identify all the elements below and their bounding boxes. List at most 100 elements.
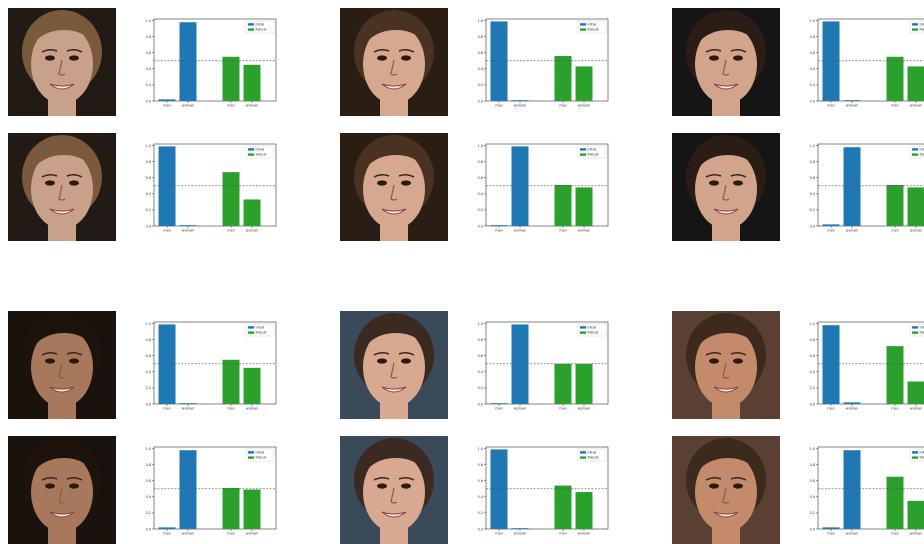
initial-bar xyxy=(822,21,840,101)
axes-frame xyxy=(817,18,924,102)
legend-swatch-robust xyxy=(580,28,586,31)
initial-bar xyxy=(179,450,197,529)
y-tick-label: 0.4 xyxy=(146,67,151,71)
y-tick-label: 0.4 xyxy=(146,192,151,196)
face-image xyxy=(340,311,448,419)
legend: Initial Robust xyxy=(577,323,607,337)
legend-swatch-initial xyxy=(912,326,918,329)
y-tick-label: 0.0 xyxy=(810,99,815,103)
y-tick-label: 0.8 xyxy=(478,338,483,342)
x-tick-label: woman xyxy=(846,407,858,411)
x-tick-label: woman xyxy=(578,532,590,536)
x-tick-label: woman xyxy=(246,407,258,411)
prediction-bar-chart: 0.0 0.2 0.4 0.6 0.8 1.0 man woman man woman Initia… xyxy=(140,318,290,414)
legend-swatch-robust xyxy=(912,331,918,334)
x-tick-label: man xyxy=(891,407,899,411)
legend: Initial Robust xyxy=(909,323,924,337)
face-photo-icon xyxy=(672,436,780,544)
robust-bar xyxy=(243,199,261,226)
legend-label-robust: Robust xyxy=(920,331,924,335)
legend-label-initial: Initial xyxy=(920,22,924,26)
robust-bar xyxy=(886,346,904,404)
x-tick-label: man xyxy=(559,532,567,536)
initial-bar xyxy=(843,147,861,226)
y-tick-label: 0.2 xyxy=(478,511,483,515)
y-tick-label: 0.6 xyxy=(478,176,483,180)
face-photo-icon xyxy=(340,8,448,116)
initial-bar xyxy=(158,99,176,101)
prediction-bar-chart: 0.0 0.2 0.4 0.6 0.8 1.0 man woman man woman Initia… xyxy=(804,443,924,539)
legend-swatch-robust xyxy=(248,153,254,156)
x-tick-label: man xyxy=(163,104,171,108)
face-photo-icon xyxy=(8,311,116,419)
bar-chart-svg: 0.0 0.2 0.4 0.6 0.8 1.0 man woman man woman Initia… xyxy=(478,18,609,108)
x-tick-label: woman xyxy=(514,104,526,108)
legend-label-robust: Robust xyxy=(256,153,268,157)
y-tick-label: 0.6 xyxy=(478,51,483,55)
y-tick-label: 0.8 xyxy=(478,463,483,467)
y-tick-label: 0.4 xyxy=(810,495,815,499)
legend-swatch-initial xyxy=(580,23,586,26)
x-tick-label: man xyxy=(495,229,503,233)
face-photo-icon xyxy=(8,8,116,116)
face-image xyxy=(340,436,448,544)
face-image xyxy=(8,436,116,544)
robust-bar xyxy=(554,485,572,529)
legend: Initial Robust xyxy=(245,145,275,159)
robust-bar xyxy=(243,64,261,101)
initial-bar xyxy=(822,527,840,529)
y-tick-label: 0.8 xyxy=(810,35,815,39)
initial-bar xyxy=(511,146,529,226)
y-tick-label: 0.2 xyxy=(478,208,483,212)
y-tick-label: 0.8 xyxy=(810,463,815,467)
x-tick-label: man xyxy=(827,407,835,411)
y-tick-label: 0.6 xyxy=(146,51,151,55)
axes-frame xyxy=(817,143,924,227)
prediction-bar-chart: 0.0 0.2 0.4 0.6 0.8 1.0 man woman man woman Initia… xyxy=(804,15,924,111)
robust-bar xyxy=(886,185,904,226)
legend-label-robust: Robust xyxy=(920,28,924,32)
legend-label-initial: Initial xyxy=(256,325,265,329)
legend-swatch-initial xyxy=(580,451,586,454)
legend: Initial Robust xyxy=(577,145,607,159)
face-image xyxy=(340,133,448,241)
legend-swatch-robust xyxy=(248,28,254,31)
bar-chart-svg: 0.0 0.2 0.4 0.6 0.8 1.0 man woman man woman Initia… xyxy=(478,321,609,411)
x-tick-label: woman xyxy=(578,407,590,411)
prediction-bar-chart: 0.0 0.2 0.4 0.6 0.8 1.0 man woman man woman Initia… xyxy=(472,140,622,236)
y-tick-label: 0.8 xyxy=(146,463,151,467)
y-tick-label: 0.8 xyxy=(146,160,151,164)
face-photo-icon xyxy=(340,311,448,419)
x-tick-label: man xyxy=(227,532,235,536)
legend-label-initial: Initial xyxy=(920,450,924,454)
legend: Initial Robust xyxy=(577,20,607,34)
y-tick-label: 1.0 xyxy=(478,447,483,451)
y-tick-label: 1.0 xyxy=(810,322,815,326)
legend-swatch-initial xyxy=(248,451,254,454)
legend: Initial Robust xyxy=(245,323,275,337)
y-tick-label: 0.8 xyxy=(478,160,483,164)
y-tick-label: 0.0 xyxy=(478,527,483,531)
initial-bar xyxy=(490,21,508,101)
initial-bar xyxy=(158,324,176,404)
x-tick-label: woman xyxy=(514,407,526,411)
y-tick-label: 0.8 xyxy=(810,338,815,342)
x-tick-label: man xyxy=(827,104,835,108)
y-tick-label: 1.0 xyxy=(810,19,815,23)
x-tick-label: woman xyxy=(246,104,258,108)
y-tick-label: 0.4 xyxy=(478,67,483,71)
legend-label-initial: Initial xyxy=(256,22,265,26)
robust-bar xyxy=(575,492,593,529)
bar-chart-svg: 0.0 0.2 0.4 0.6 0.8 1.0 man woman man woman Initia… xyxy=(810,321,924,411)
y-tick-label: 0.0 xyxy=(810,527,815,531)
x-tick-label: man xyxy=(163,229,171,233)
bar-chart-svg: 0.0 0.2 0.4 0.6 0.8 1.0 man woman man woman Initia… xyxy=(810,143,924,233)
legend-label-robust: Robust xyxy=(256,28,268,32)
robust-bar xyxy=(222,172,240,226)
axes-frame xyxy=(485,143,609,227)
x-tick-label: man xyxy=(827,229,835,233)
prediction-bar-chart: 0.0 0.2 0.4 0.6 0.8 1.0 man woman man woman Initia… xyxy=(140,443,290,539)
legend: Initial Robust xyxy=(245,20,275,34)
x-tick-label: woman xyxy=(910,407,922,411)
initial-bar xyxy=(843,450,861,529)
